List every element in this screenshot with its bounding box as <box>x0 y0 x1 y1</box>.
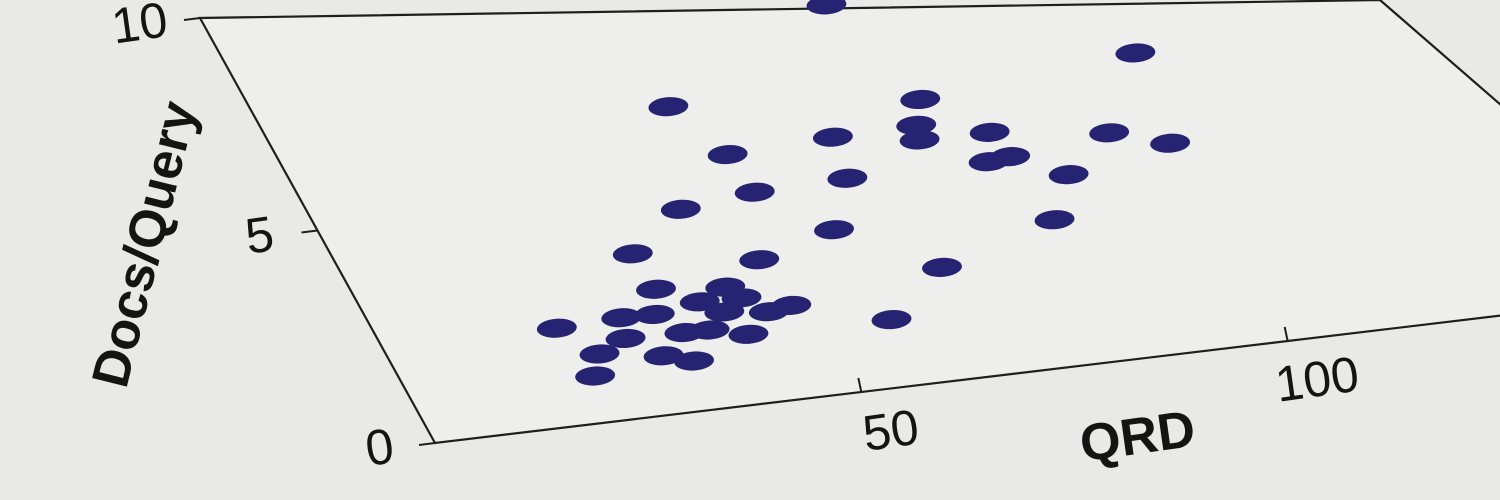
point <box>1048 165 1089 185</box>
point <box>827 168 868 188</box>
point <box>634 304 675 325</box>
point <box>660 199 701 219</box>
point <box>771 295 812 315</box>
x-tick-label: 100 <box>1272 346 1362 413</box>
x-tick-label: 50 <box>859 399 922 462</box>
point <box>1034 210 1075 230</box>
point <box>734 182 775 202</box>
point <box>1089 123 1130 143</box>
point <box>579 344 620 364</box>
point <box>871 310 912 330</box>
point <box>643 346 684 366</box>
point <box>612 244 653 264</box>
point <box>899 130 940 150</box>
point <box>990 147 1031 167</box>
y-tick <box>183 17 201 21</box>
point <box>575 366 616 386</box>
point <box>601 308 642 328</box>
y-tick-label: 10 <box>108 0 171 55</box>
point <box>536 318 577 338</box>
point <box>605 328 646 349</box>
y-tick <box>301 229 318 234</box>
point <box>806 0 847 15</box>
point <box>1150 133 1191 153</box>
point <box>648 97 689 117</box>
y-tick <box>418 442 436 446</box>
point <box>814 220 854 240</box>
point <box>922 257 962 277</box>
plot-frame <box>198 0 1500 445</box>
x-tick <box>1283 326 1289 342</box>
point <box>969 122 1010 142</box>
point <box>896 115 937 135</box>
point <box>704 302 745 322</box>
point <box>1115 43 1156 63</box>
point <box>689 320 730 340</box>
point <box>900 89 941 110</box>
point <box>674 351 714 371</box>
point <box>728 324 769 344</box>
x-tick <box>857 377 863 393</box>
point <box>636 279 676 299</box>
point <box>739 250 780 270</box>
point <box>812 127 853 147</box>
point <box>707 144 748 165</box>
